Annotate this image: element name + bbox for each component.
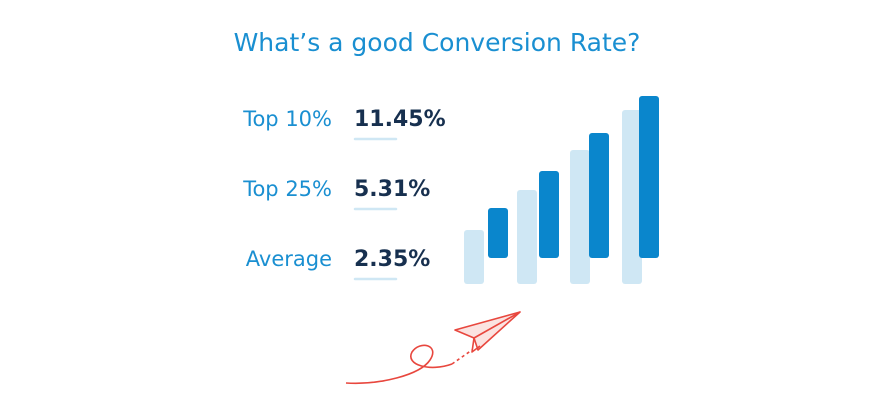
stat-value: 2.35% (354, 247, 430, 272)
stat-value: 11.45% (354, 107, 446, 132)
swirl (345, 344, 453, 385)
bar-dark (488, 208, 508, 258)
stat-label: Top 25% (242, 177, 332, 201)
bar-light (517, 190, 537, 284)
stat-value: 5.31% (354, 177, 430, 202)
stat-label: Average (246, 247, 332, 271)
plane-fold (471, 311, 521, 353)
stat-label: Top 10% (242, 107, 332, 131)
bar-dark (589, 133, 609, 258)
bar-dark (639, 96, 659, 258)
bar-light (464, 230, 484, 284)
bar-light (570, 150, 590, 284)
paper-plane (345, 311, 521, 385)
trail (451, 349, 473, 365)
title: What’s a good Conversion Rate? (234, 28, 641, 57)
decorative-bars (464, 96, 659, 284)
stats: Top 10% 11.45% Top 25% 5.31% Average 2.35% (242, 107, 446, 281)
bar-dark (539, 171, 559, 258)
bar-light (622, 110, 642, 284)
